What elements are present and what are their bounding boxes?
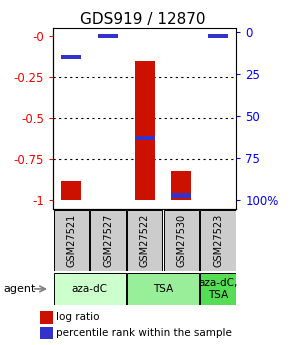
Text: aza-dC: aza-dC: [72, 284, 108, 294]
Text: GSM27530: GSM27530: [176, 214, 186, 267]
Text: TSA: TSA: [153, 284, 173, 294]
Text: GSM27527: GSM27527: [103, 214, 113, 267]
Text: agent: agent: [3, 284, 35, 294]
Bar: [208, 34, 228, 38]
Text: log ratio: log ratio: [56, 312, 99, 322]
Text: GSM27522: GSM27522: [140, 214, 150, 267]
Bar: [127, 210, 162, 271]
Bar: [171, 171, 191, 200]
Bar: [135, 60, 155, 200]
Bar: [40, 327, 53, 339]
Bar: [40, 311, 53, 324]
Bar: [54, 273, 126, 305]
Text: percentile rank within the sample: percentile rank within the sample: [56, 328, 232, 338]
Text: aza-dC,
TSA: aza-dC, TSA: [198, 278, 238, 300]
Bar: [200, 273, 236, 305]
Text: GSM27523: GSM27523: [213, 214, 223, 267]
Bar: [200, 210, 236, 271]
Bar: [164, 210, 199, 271]
Bar: [61, 55, 82, 59]
Bar: [61, 181, 82, 200]
Bar: [127, 273, 199, 305]
Text: GSM27521: GSM27521: [66, 214, 76, 267]
Bar: [171, 194, 191, 198]
Bar: [90, 210, 126, 271]
Text: GDS919 / 12870: GDS919 / 12870: [80, 12, 205, 27]
Bar: [98, 34, 118, 38]
Bar: [135, 136, 155, 140]
Bar: [54, 210, 89, 271]
